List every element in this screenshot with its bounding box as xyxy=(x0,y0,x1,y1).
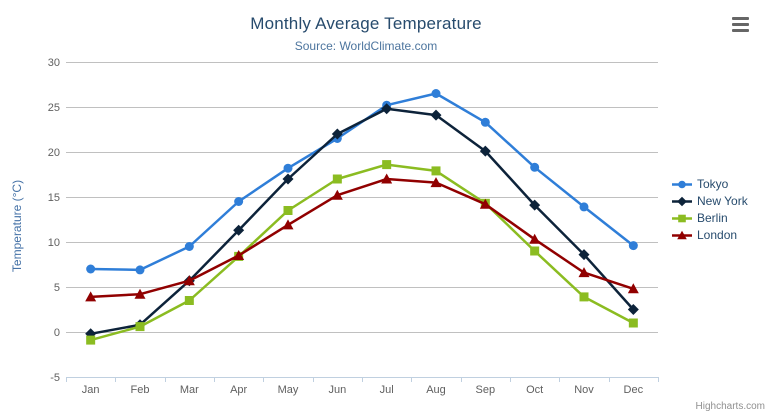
y-axis-label: 5 xyxy=(54,282,60,294)
y-axis-label: 30 xyxy=(48,57,60,69)
data-point-marker[interactable] xyxy=(430,109,442,121)
legend-marker-triangle xyxy=(672,230,692,239)
data-point-marker[interactable] xyxy=(234,197,244,206)
data-point-marker[interactable] xyxy=(628,318,638,328)
y-axis-label: 10 xyxy=(48,237,60,249)
y-axis-label: 25 xyxy=(48,102,60,114)
data-point-marker[interactable] xyxy=(382,160,392,170)
x-axis-label: Apr xyxy=(230,384,247,396)
x-axis-label: Jan xyxy=(82,384,100,396)
data-point-marker[interactable] xyxy=(184,242,194,251)
data-point-marker[interactable] xyxy=(233,224,245,236)
y-axis-label: 15 xyxy=(48,192,60,204)
data-point-marker[interactable] xyxy=(431,166,441,176)
series-line xyxy=(89,92,635,272)
data-point-marker[interactable] xyxy=(479,198,491,209)
data-point-marker[interactable] xyxy=(579,292,589,302)
data-point-marker[interactable] xyxy=(282,173,294,185)
data-point-marker[interactable] xyxy=(135,322,145,332)
data-point-marker[interactable] xyxy=(331,128,343,140)
data-point-marker[interactable] xyxy=(479,145,491,157)
data-point-marker[interactable] xyxy=(184,296,194,305)
legend-marker-shape[interactable] xyxy=(677,230,687,239)
credits-link[interactable]: Highcharts.com xyxy=(695,401,765,412)
chart-title: Monthly Average Temperature xyxy=(250,14,482,33)
y-axis-label: 20 xyxy=(48,147,60,159)
data-point-marker[interactable] xyxy=(529,199,541,211)
x-axis-label: Feb xyxy=(131,384,150,396)
legend-marker-circle xyxy=(672,180,692,188)
series-line xyxy=(89,177,635,299)
data-point-marker[interactable] xyxy=(480,117,490,127)
data-point-marker[interactable] xyxy=(578,267,590,278)
data-point-marker[interactable] xyxy=(430,177,442,188)
data-point-marker[interactable] xyxy=(530,246,540,256)
data-point-marker[interactable] xyxy=(431,89,441,98)
legend-marker-shape[interactable] xyxy=(677,196,687,206)
data-point-marker[interactable] xyxy=(283,206,293,215)
y-axis-title: Temperature (°C) xyxy=(10,179,24,273)
legend-marker-shape[interactable] xyxy=(678,214,686,222)
data-point-marker[interactable] xyxy=(627,283,639,294)
x-axis-label: Jul xyxy=(380,384,394,396)
data-point-marker[interactable] xyxy=(85,291,97,302)
data-point-marker[interactable] xyxy=(627,304,639,315)
data-point-marker[interactable] xyxy=(282,219,294,230)
legend-label: Berlin xyxy=(697,211,728,225)
legend: Tokyo New York Berlin London xyxy=(672,177,748,242)
data-point-marker[interactable] xyxy=(86,264,96,274)
x-axis-label: Jun xyxy=(328,384,346,396)
legend-marker-diamond xyxy=(672,196,692,206)
legend-label: London xyxy=(697,228,738,242)
x-axis-label: Mar xyxy=(180,384,199,396)
chart-subtitle: Source: WorldClimate.com xyxy=(294,39,438,53)
data-point-marker[interactable] xyxy=(233,250,245,260)
legend-item-new-york[interactable]: New York xyxy=(672,194,748,208)
data-point-marker[interactable] xyxy=(381,173,393,184)
data-point-marker[interactable] xyxy=(530,162,540,172)
legend-item-london[interactable]: London xyxy=(672,228,748,242)
data-point-marker[interactable] xyxy=(579,202,589,212)
legend-label: New York xyxy=(697,194,748,208)
x-axis-label: Sep xyxy=(476,384,496,396)
data-point-marker[interactable] xyxy=(86,335,96,345)
series-line xyxy=(89,163,635,342)
series-tokyo xyxy=(86,89,638,275)
legend-marker-shape[interactable] xyxy=(678,180,686,188)
data-point-marker[interactable] xyxy=(331,189,343,200)
y-axis-label: 0 xyxy=(54,327,60,339)
legend-label: Tokyo xyxy=(697,177,729,191)
x-axis-label: Oct xyxy=(526,384,543,396)
y-axis-label: -5 xyxy=(50,372,60,384)
series-line xyxy=(89,107,635,336)
legend-marker-square xyxy=(672,214,692,222)
legend-item-berlin[interactable]: Berlin xyxy=(672,211,748,225)
data-point-marker[interactable] xyxy=(134,288,146,299)
data-point-marker[interactable] xyxy=(529,233,541,244)
data-point-marker[interactable] xyxy=(332,174,342,184)
data-point-marker[interactable] xyxy=(628,241,638,251)
x-axis-label: Nov xyxy=(574,384,594,396)
series-london xyxy=(85,173,639,302)
data-point-marker[interactable] xyxy=(283,163,293,173)
data-point-marker[interactable] xyxy=(135,265,145,275)
data-point-marker[interactable] xyxy=(183,275,195,286)
chart-context-menu-button[interactable] xyxy=(730,14,752,34)
data-point-marker[interactable] xyxy=(381,103,393,115)
x-axis-label: Aug xyxy=(426,384,446,396)
series-new-york xyxy=(85,103,639,340)
x-axis-label: Dec xyxy=(624,384,644,396)
legend-item-tokyo[interactable]: Tokyo xyxy=(672,177,748,191)
data-point-marker[interactable] xyxy=(578,249,590,261)
x-axis-label: May xyxy=(278,384,299,396)
